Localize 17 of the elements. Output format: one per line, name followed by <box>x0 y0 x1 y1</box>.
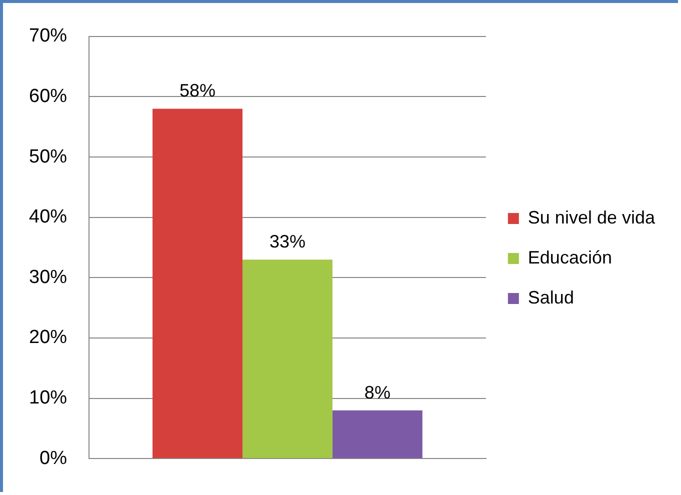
y-tick-label: 70% <box>28 26 68 47</box>
data-label: 33% <box>269 232 306 252</box>
y-tick-label: 60% <box>28 86 68 107</box>
y-tick-label: 0% <box>40 448 68 469</box>
y-tick-label: 30% <box>28 266 68 288</box>
y-tick-label: 50% <box>28 146 68 168</box>
legend-label: Su nivel de vida <box>528 207 656 228</box>
y-tick-label: 40% <box>28 206 68 228</box>
data-label: 58% <box>179 80 216 101</box>
bar <box>152 108 242 458</box>
data-label: 8% <box>364 382 390 402</box>
y-tick-label: 20% <box>28 327 68 348</box>
legend-label: Salud <box>528 287 574 308</box>
legend-label: Educación <box>528 247 612 268</box>
bar <box>332 410 422 458</box>
y-tick-label: 10% <box>28 388 68 409</box>
bar <box>242 260 332 458</box>
